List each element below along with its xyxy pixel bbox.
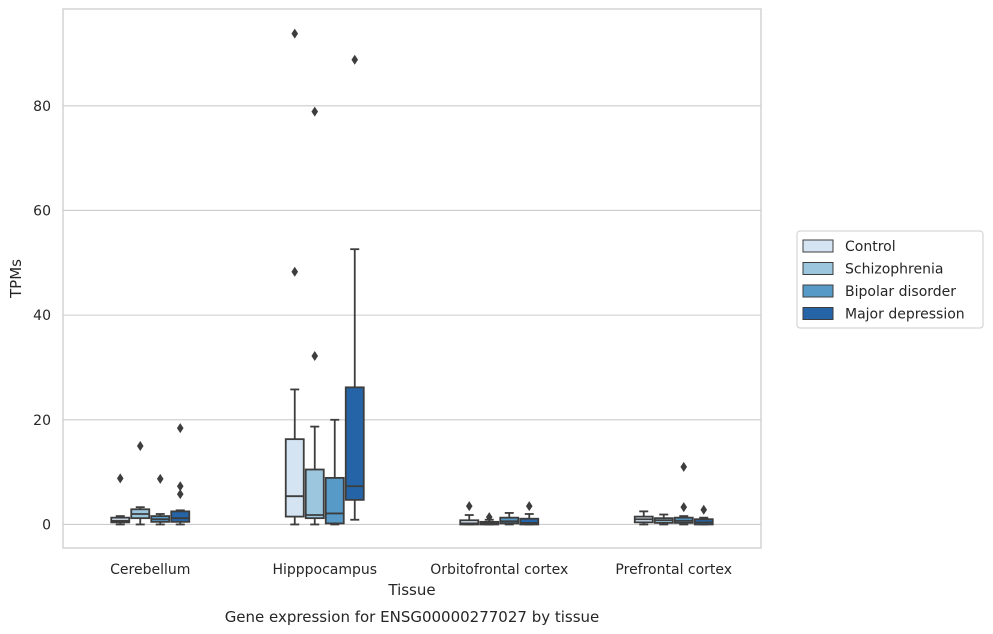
y-axis-label: TPMs [7,259,25,299]
box-schizophrenia [479,512,500,526]
outlier-point [680,461,688,472]
box-control [284,28,305,526]
box-control [459,501,480,526]
box-major-depression [519,501,540,526]
outlier-point [680,502,688,513]
box-iqr [459,519,480,526]
legend-swatch [802,239,834,253]
chart-caption: Gene expression for ENSG00000277027 by t… [225,608,600,626]
y-tick-labels: 0 20 40 60 80 [33,99,51,534]
outlier-point [291,28,299,39]
legend-label: Bipolar disorder [845,284,956,300]
legend: Control Schizophrenia Bipolar disorder Majo… [796,230,984,329]
box-schizophrenia [653,513,674,526]
outlier-point [525,501,533,512]
outlier-point [700,504,708,515]
y-tick-label: 0 [42,517,51,533]
legend-frame [796,230,984,329]
legend-swatch [802,284,834,298]
box-schizophrenia [130,440,151,526]
outlier-point [311,106,319,117]
y-tick-label: 80 [33,99,51,115]
outlier-point [311,350,319,361]
box-iqr [284,438,305,518]
box-bipolar-disorder [499,512,520,526]
box-iqr [344,386,365,501]
box-iqr [324,476,345,525]
plot-frame [62,8,762,549]
box-major-depression [693,504,714,526]
legend-label: Control [845,239,896,255]
outlier-point [156,473,164,484]
outlier-point [291,266,299,277]
outlier-point [136,440,144,451]
y-tick-label: 20 [33,413,51,429]
legend-swatch [802,262,834,275]
x-tick-label: Hipppocampus [272,562,377,578]
box-iqr [170,510,191,523]
box-bipolar-disorder [324,418,345,526]
box-bipolar-disorder [150,473,171,526]
outlier-point [176,489,184,500]
outlier-point [465,501,473,512]
box-control [110,473,131,526]
gridlines [63,105,761,526]
x-tick-label: Orbitofrontal cortex [430,562,568,578]
outlier-point [176,481,184,492]
x-axis-label: Tissue [387,581,435,599]
box-iqr [304,468,325,520]
box-control [633,510,654,526]
outlier-point [351,54,359,65]
box-schizophrenia [304,106,325,526]
box-major-depression [344,54,365,521]
x-tick-label: Prefrontal cortex [615,562,732,578]
legend-label: Major depression [845,307,965,323]
x-tick-labels: Cerebellum Hipppocampus Orbitofrontal cort… [110,562,732,578]
box-iqr [519,517,540,526]
legend-label: Schizophrenia [845,262,943,278]
box-bipolar-disorder [673,461,694,526]
x-tick-label: Cerebellum [110,562,190,578]
box-major-depression [170,423,191,526]
y-tick-label: 60 [33,203,51,219]
outlier-point [176,423,184,434]
outlier-point [116,473,124,484]
outlier-point [485,512,493,523]
legend-swatch [802,307,834,320]
boxes [110,28,714,526]
y-tick-label: 40 [33,308,51,324]
